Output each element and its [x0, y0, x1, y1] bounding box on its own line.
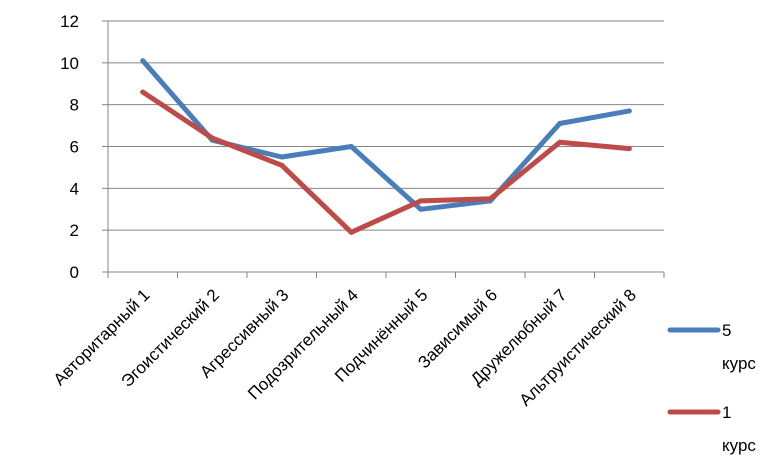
y-tick-label: 0: [70, 263, 79, 282]
x-tick-label: Альтруистический 8: [516, 285, 640, 409]
y-tick-label: 8: [70, 96, 79, 115]
data-point: [626, 108, 632, 114]
data-point: [557, 139, 563, 145]
data-point: [348, 229, 354, 235]
y-tick-label: 2: [70, 221, 79, 240]
y-tick-label: 10: [60, 54, 79, 73]
data-point: [348, 144, 354, 149]
legend-label: 1: [722, 403, 731, 422]
data-point: [279, 162, 285, 168]
series-line: [140, 58, 632, 212]
series-lines: [140, 58, 632, 235]
data-point: [279, 154, 285, 160]
data-point: [557, 120, 563, 126]
y-tick-label: 4: [70, 179, 79, 198]
y-tick-label: 12: [60, 12, 79, 31]
legend-label: 5: [722, 321, 731, 340]
data-point: [140, 58, 146, 64]
data-point: [209, 135, 215, 141]
data-point: [418, 206, 424, 212]
data-point: [487, 196, 493, 202]
y-tick-labels: 0 2 4 6 8 10 12: [60, 12, 79, 282]
legend: 5 курс 1 курс: [667, 321, 756, 455]
data-point: [626, 146, 632, 152]
legend-label: курс: [722, 436, 756, 455]
y-tick-label: 6: [70, 138, 79, 157]
data-point: [418, 198, 424, 204]
series-line: [140, 89, 632, 235]
gridlines: [108, 20, 664, 231]
legend-label: курс: [722, 354, 756, 373]
axes: [102, 20, 665, 278]
data-point: [140, 89, 146, 95]
